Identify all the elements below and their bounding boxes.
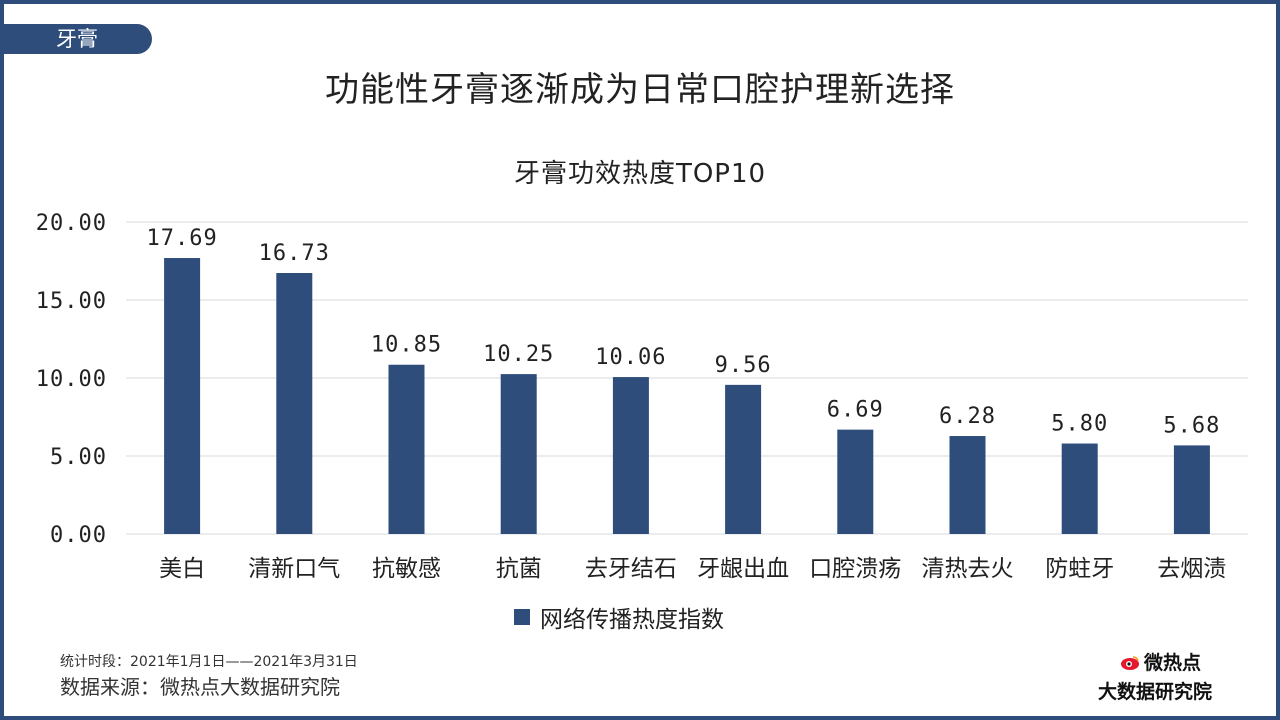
bar	[837, 429, 874, 534]
value-label: 10.06	[595, 345, 666, 370]
x-tick-label: 抗敏感	[372, 556, 441, 582]
y-tick-label: 0.00	[50, 523, 107, 548]
value-labels: 17.69 16.73 10.85 10.25 10.06 9.56 6.69 6.28 5.8…	[146, 226, 1220, 438]
bar	[1061, 443, 1098, 534]
y-tick-label: 5.00	[50, 445, 107, 470]
value-label: 6.28	[939, 404, 996, 429]
x-tick-label: 清新口气	[248, 556, 340, 582]
x-tick-label: 美白	[159, 556, 205, 582]
bar	[276, 273, 313, 534]
bar	[612, 377, 649, 534]
legend-swatch	[514, 609, 530, 625]
chart-legend: 网络传播热度指数	[514, 600, 724, 634]
value-label: 17.69	[146, 226, 217, 251]
x-tick-label: 牙龈出血	[697, 556, 789, 582]
x-tick-label: 清热去火	[922, 556, 1014, 582]
bar	[164, 258, 201, 534]
y-axis-ticks: 0.00 5.00 10.00 15.00 20.00	[36, 211, 107, 548]
y-tick-label: 20.00	[36, 211, 107, 236]
value-label: 6.69	[827, 398, 884, 423]
bar-chart: 牙膏功效热度TOP10 0.00 5.00 10.00 15.00 20.00 17.6…	[36, 159, 1248, 582]
bars	[164, 258, 1210, 534]
brand-logo: 微热点 大数据研究院	[1098, 648, 1238, 703]
chart-title: 牙膏功效热度TOP10	[514, 159, 766, 189]
x-tick-label: 防蛀牙	[1045, 556, 1114, 582]
y-tick-label: 15.00	[36, 289, 107, 314]
footnote-period: 统计时段：2021年1月1日——2021年3月31日	[60, 654, 358, 670]
bar	[725, 384, 762, 534]
x-axis-ticks: 美白 清新口气 抗敏感 抗菌 去牙结石 牙龈出血 口腔溃疡 清热去火 防蛀牙 去烟渍	[159, 556, 1226, 582]
page-title: 功能性牙膏逐渐成为日常口腔护理新选择	[325, 70, 955, 110]
bar	[949, 436, 986, 534]
value-label: 16.73	[259, 241, 330, 266]
section-tag: 牙膏	[4, 24, 152, 54]
bar	[500, 374, 537, 534]
value-label: 5.68	[1163, 413, 1220, 438]
x-tick-label: 口腔溃疡	[809, 556, 901, 582]
logo-text-top: 微热点	[1144, 652, 1202, 674]
value-label: 10.85	[371, 333, 442, 358]
bar	[1173, 445, 1210, 534]
bar	[388, 364, 425, 534]
value-label: 5.80	[1051, 412, 1108, 437]
footnote-source: 数据来源：微热点大数据研究院	[60, 675, 340, 699]
value-label: 9.56	[715, 353, 772, 378]
x-tick-label: 抗菌	[496, 556, 542, 582]
value-label: 10.25	[483, 342, 554, 367]
weibo-eye-logo-icon	[1120, 654, 1140, 670]
logo-text-bottom: 大数据研究院	[1098, 681, 1213, 703]
x-tick-label: 去牙结石	[585, 556, 677, 582]
legend-label: 网络传播热度指数	[540, 607, 724, 633]
y-tick-label: 10.00	[36, 367, 107, 392]
x-tick-label: 去烟渍	[1157, 556, 1226, 582]
grid-layer	[126, 221, 1248, 535]
